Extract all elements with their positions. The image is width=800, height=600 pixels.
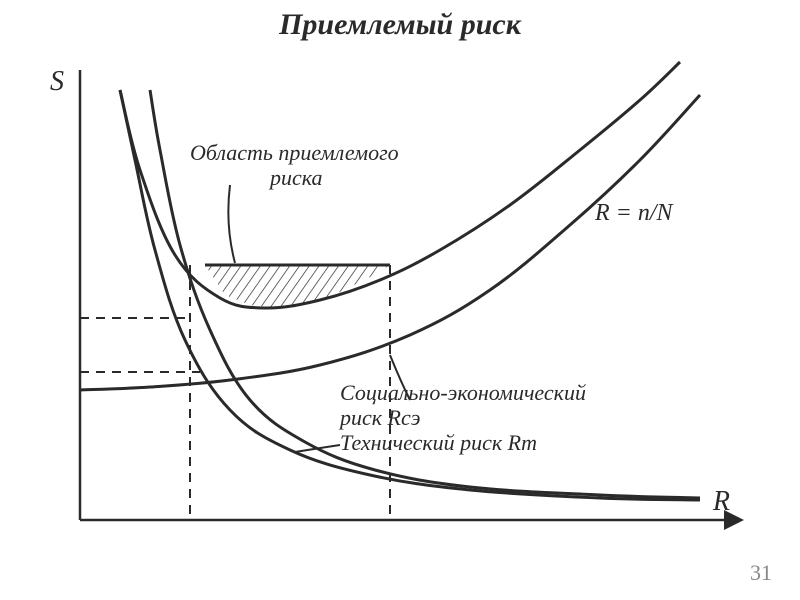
label-technical: Технический риск Rт xyxy=(340,430,537,455)
label-acceptable-1: Область приемлемого xyxy=(190,140,399,165)
label-formula: R = n/N xyxy=(594,200,675,226)
label-socioecon-2: риск Rсэ xyxy=(338,405,420,430)
risk-chart: S R Область приемлемогориска R = n/N Социаль… xyxy=(40,50,760,570)
label-acceptable-2: риска xyxy=(268,165,323,190)
y-axis-label: S xyxy=(50,66,64,97)
label-socioecon-1: Социально-экономический xyxy=(340,380,586,405)
page-number: 31 xyxy=(750,560,772,586)
page-title: Приемлемый риск xyxy=(0,8,800,42)
x-axis-label: R xyxy=(712,486,730,517)
